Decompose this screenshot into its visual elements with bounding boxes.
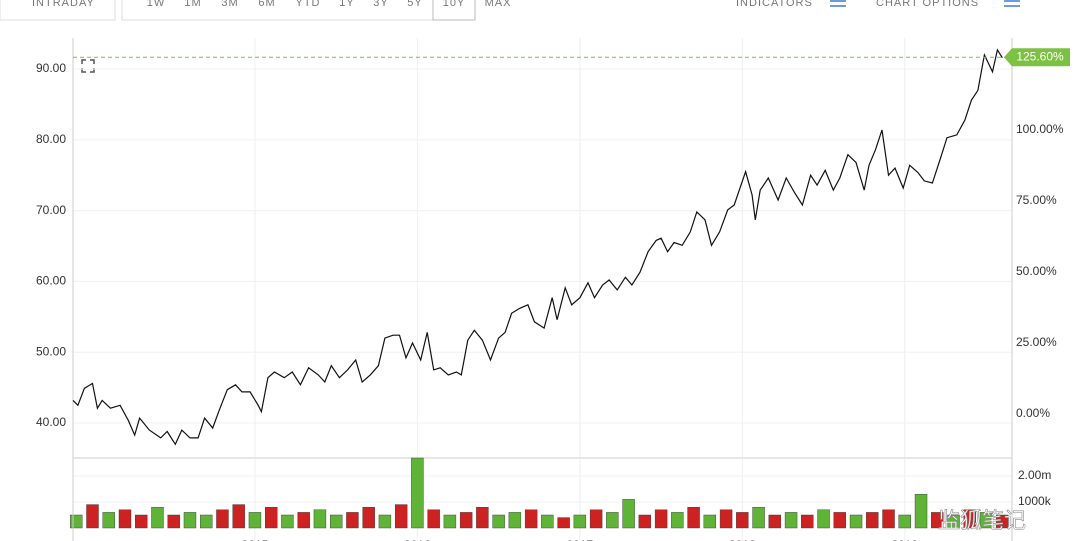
volume-bar xyxy=(167,514,180,529)
volume-bar xyxy=(573,514,587,529)
volume-bar xyxy=(476,506,489,529)
intraday-button[interactable] xyxy=(0,0,116,21)
volume-bar xyxy=(443,514,457,529)
range-button[interactable]: 6M xyxy=(258,0,275,9)
volume-bar xyxy=(606,512,619,529)
chart-options-icon xyxy=(1004,0,1020,7)
range-button[interactable]: 1W xyxy=(147,0,166,9)
y-tick-label: 40.00 xyxy=(36,415,66,429)
volume-bar xyxy=(427,509,440,529)
intraday-label[interactable]: INTRADAY xyxy=(32,0,95,9)
volume-bar xyxy=(329,514,343,529)
volume-bar xyxy=(281,514,294,529)
volume-bar xyxy=(947,514,960,529)
volume-bar xyxy=(996,514,1009,529)
volume-bar xyxy=(687,506,700,529)
price-line xyxy=(72,48,1003,446)
volume-bar xyxy=(183,512,197,529)
expand-icon[interactable] xyxy=(81,59,95,73)
y2-tick-label: 25.00% xyxy=(1016,335,1057,349)
volume-bar xyxy=(492,514,505,529)
range-button[interactable]: 1M xyxy=(184,0,201,9)
volume-bar xyxy=(378,514,392,529)
y2-tick-label: 100.00% xyxy=(1016,122,1064,136)
volume-bar xyxy=(524,509,538,529)
volume-bar xyxy=(914,493,928,529)
volume-bar xyxy=(362,506,375,529)
volume-bar xyxy=(589,509,603,529)
y-tick-label: 1000k xyxy=(1018,494,1052,508)
volume-bar xyxy=(703,514,717,529)
indicators-button[interactable]: INDICATORS xyxy=(736,0,813,9)
volume-bar xyxy=(736,512,749,529)
volume-bar xyxy=(264,506,278,529)
chart-options-button[interactable]: CHART OPTIONS xyxy=(876,0,979,9)
watermark: 监狐笔记 xyxy=(938,508,1026,533)
range-button[interactable]: YTD xyxy=(296,0,321,9)
volume-bar xyxy=(411,457,424,529)
volume-bar xyxy=(297,512,310,529)
volume-bar xyxy=(849,514,863,529)
volume-bar xyxy=(248,512,262,529)
volume-bar xyxy=(817,509,830,529)
volume-bar xyxy=(963,509,976,529)
y-tick-label: 80.00 xyxy=(36,132,66,146)
volume-bar xyxy=(216,509,229,529)
volume-bar xyxy=(313,509,327,529)
indicators-icon xyxy=(830,0,846,7)
volume-bar xyxy=(232,504,245,529)
range-button[interactable]: MAX xyxy=(485,0,512,9)
volume-bar xyxy=(70,514,83,529)
range-button[interactable]: 3Y xyxy=(373,0,388,9)
y2-tick-label: 0.00% xyxy=(1016,406,1050,420)
volume-bar xyxy=(151,506,164,529)
volume-bar xyxy=(459,512,473,529)
volume-bar xyxy=(979,512,993,529)
volume-bar xyxy=(557,517,570,529)
volume-bar xyxy=(882,509,895,529)
volume-bar xyxy=(752,506,765,529)
volume-bar xyxy=(394,504,408,529)
y-tick-label: 70.00 xyxy=(36,203,66,217)
volume-bar xyxy=(135,514,148,529)
y2-tick-label: 75.00% xyxy=(1016,193,1057,207)
range-selected xyxy=(432,0,476,21)
volume-bar xyxy=(102,512,115,529)
volume-bar xyxy=(638,514,652,529)
last-value-label: 125.60% xyxy=(1016,49,1064,63)
range-button[interactable]: 5Y xyxy=(407,0,422,9)
y-tick-label: 2.00m xyxy=(1018,468,1051,482)
volume-bar xyxy=(346,512,359,529)
volume-bar xyxy=(801,514,814,529)
range-button[interactable]: 1Y xyxy=(339,0,354,9)
volume-bar xyxy=(833,512,846,529)
volume-bar xyxy=(118,509,132,529)
volume-bar xyxy=(654,509,668,529)
volume-bar xyxy=(784,512,798,529)
y2-tick-label: 50.00% xyxy=(1016,264,1057,278)
volume-bar xyxy=(866,512,879,529)
volume-bar xyxy=(508,512,522,529)
volume-bar xyxy=(86,504,99,529)
last-value-tag xyxy=(1004,48,1070,67)
y-tick-label: 90.00 xyxy=(36,61,66,75)
volume-bar xyxy=(200,514,213,529)
range-button[interactable]: 3M xyxy=(221,0,238,9)
volume-bar xyxy=(898,514,911,529)
volume-bar xyxy=(931,512,944,529)
volume-bar xyxy=(719,509,733,529)
y-tick-label: 50.00 xyxy=(36,344,66,358)
volume-bar xyxy=(541,514,554,529)
y-tick-label: 60.00 xyxy=(36,274,66,288)
volume-bar xyxy=(671,512,684,529)
volume-bar xyxy=(768,514,782,529)
range-button[interactable]: 10Y xyxy=(443,0,466,9)
volume-bar xyxy=(622,499,635,529)
